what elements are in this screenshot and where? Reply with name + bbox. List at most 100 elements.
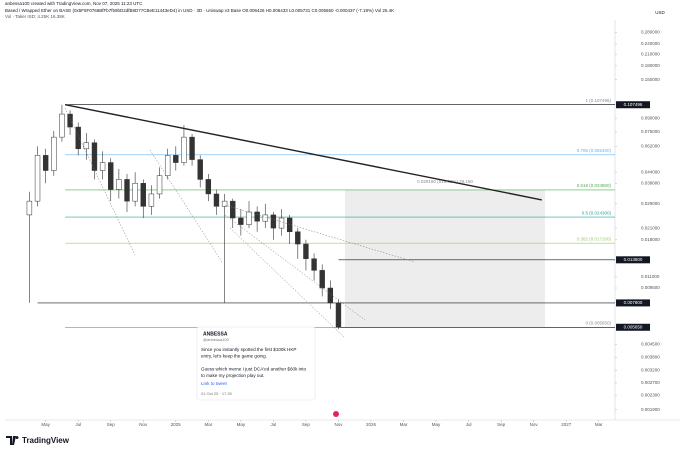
channel-line bbox=[64, 107, 136, 256]
marker bbox=[333, 411, 339, 417]
card-line: Guess which meme I just DCA'ed another $… bbox=[201, 367, 306, 372]
candle-body bbox=[173, 155, 179, 163]
price-box-label: 0.107496 bbox=[624, 102, 643, 107]
candle-body bbox=[238, 217, 244, 225]
candle-body bbox=[67, 113, 73, 128]
card-handle: @anbessa100 bbox=[203, 337, 230, 342]
y-tick-label: 0.075000 bbox=[641, 129, 660, 134]
x-tick-label: Nov bbox=[139, 422, 148, 427]
card-line: entry, let's keep the game going. bbox=[201, 354, 267, 359]
y-tick-label: 0.090000 bbox=[641, 115, 660, 120]
y-tick-label: 0.044000 bbox=[641, 169, 660, 174]
fib-label: 0.382 (0.017200) bbox=[577, 236, 612, 241]
price-box-label: 0.005650 bbox=[624, 324, 643, 329]
fib-label: 1 (0.107496) bbox=[585, 98, 611, 103]
candle-body bbox=[189, 136, 195, 160]
tweet-card: ANBESSA@anbessa100 Since you instantly sp… bbox=[196, 326, 339, 417]
y-tick-label: 0.180000 bbox=[641, 63, 660, 68]
candle-body bbox=[148, 193, 155, 207]
y-tick-label: 0.280000 bbox=[641, 30, 660, 35]
x-tick-label: Sep bbox=[107, 422, 116, 427]
candle-body bbox=[140, 183, 146, 207]
candle-body bbox=[91, 142, 98, 171]
card-line: Since you instantly spotted the first $1… bbox=[201, 347, 297, 352]
x-tick-label: May bbox=[41, 422, 50, 427]
price-box bbox=[616, 256, 650, 264]
y-tick-label: 0.240000 bbox=[641, 41, 660, 46]
x-tick-label: Mar bbox=[595, 422, 603, 427]
card-date: 01 Oct 25 · 17:30 bbox=[201, 391, 233, 396]
y-tick-label: 0.001900 bbox=[641, 407, 660, 412]
candle-body bbox=[197, 159, 203, 180]
candle-body bbox=[75, 126, 81, 150]
logo-mark bbox=[6, 436, 19, 445]
card-line: to make my projection play out. bbox=[201, 373, 265, 378]
logo-text: TradingView bbox=[22, 436, 70, 445]
card-link: Link to tweet bbox=[201, 381, 228, 386]
price-box-label: 0.007800 bbox=[624, 300, 643, 305]
price-box bbox=[616, 299, 650, 307]
fib-label: 0.786 (0.055400) bbox=[577, 148, 612, 153]
plot: 0.280000 0.240000 0.210000 0.180000 0.150000… bbox=[26, 30, 660, 427]
projection-box bbox=[344, 189, 546, 328]
y-tick-label: 0.021000 bbox=[641, 225, 660, 230]
price-box bbox=[616, 101, 650, 109]
candle-body bbox=[132, 183, 138, 202]
x-tick-label: May bbox=[237, 422, 246, 427]
channel-line bbox=[149, 149, 223, 263]
y-tick-label: 0.062000 bbox=[641, 143, 660, 148]
logo: TradingView bbox=[6, 436, 70, 445]
channel-line bbox=[229, 227, 346, 339]
price-box bbox=[616, 323, 650, 331]
candle-body bbox=[278, 217, 285, 229]
y-tick-label: 0.003200 bbox=[641, 367, 660, 372]
x-tick-label: 2026 bbox=[366, 422, 377, 427]
x-tick-label: Jul bbox=[466, 422, 472, 427]
y-tick-label: 0.002300 bbox=[641, 392, 660, 397]
y-tick-label: 0.003800 bbox=[641, 354, 660, 359]
candle-body bbox=[335, 302, 342, 328]
x-tick-label: Nov bbox=[334, 422, 343, 427]
fib-label: 0.618 (0.034800) bbox=[577, 183, 612, 188]
card-frame bbox=[196, 326, 316, 401]
candle-body bbox=[181, 136, 187, 163]
candle-body bbox=[59, 113, 65, 138]
candle-body bbox=[99, 162, 106, 171]
candle-body bbox=[26, 200, 33, 216]
candle-body bbox=[246, 211, 252, 225]
candle-body bbox=[116, 179, 122, 190]
candle-body bbox=[262, 214, 268, 222]
x-tick-label: Jul bbox=[75, 422, 81, 427]
candle-body bbox=[254, 211, 260, 222]
candle-body bbox=[303, 243, 309, 259]
card-name: ANBESSA bbox=[203, 331, 228, 337]
y-tick-label: 0.004500 bbox=[641, 342, 660, 347]
candle-body bbox=[311, 258, 317, 271]
y-tick-label: 0.150000 bbox=[641, 77, 660, 82]
fib-label: 0 (0.005650) bbox=[585, 320, 611, 325]
y-tick-label: 0.011000 bbox=[641, 274, 660, 279]
y-tick-label: 0.038000 bbox=[641, 180, 660, 185]
candle-body bbox=[83, 142, 90, 150]
x-tick-label: Sep bbox=[497, 422, 506, 427]
x-tick-label: Mar bbox=[400, 422, 408, 427]
candle-body bbox=[270, 214, 277, 229]
candle-body bbox=[51, 136, 57, 171]
trend-line bbox=[65, 104, 542, 201]
x-tick-label: 2025 bbox=[171, 422, 182, 427]
channel-line bbox=[224, 214, 366, 321]
y-tick-label: 0.029000 bbox=[641, 201, 660, 206]
candle-body bbox=[34, 155, 41, 202]
candle-body bbox=[42, 155, 49, 171]
channel-lines bbox=[64, 107, 416, 339]
x-tick-label: 2027 bbox=[561, 422, 572, 427]
candle-body bbox=[205, 179, 212, 195]
y-tick-label: 0.009500 bbox=[641, 285, 660, 290]
candle-body bbox=[221, 200, 228, 207]
channel-line bbox=[224, 204, 416, 263]
candle-body bbox=[213, 193, 220, 207]
candle-body bbox=[164, 155, 171, 176]
